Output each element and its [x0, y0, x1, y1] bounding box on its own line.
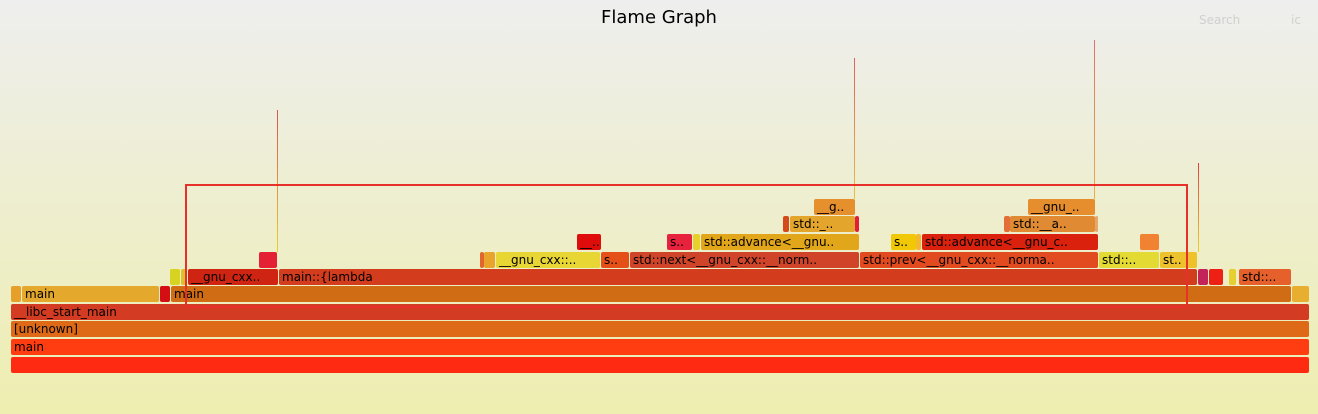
- flame-frame[interactable]: [11, 357, 1309, 373]
- frame-label: main: [174, 287, 204, 301]
- frame-label: std::next<__gnu_cxx::__norm..: [633, 253, 818, 267]
- flame-frame[interactable]: __..: [577, 234, 601, 250]
- flame-frame[interactable]: __gnu_cxx::..: [496, 252, 600, 268]
- frame-label: std::..: [1242, 270, 1277, 284]
- flame-frame[interactable]: [484, 252, 495, 268]
- flame-frame[interactable]: std::__a..: [1010, 216, 1095, 232]
- frame-label: std::_..: [793, 217, 834, 231]
- flame-frame[interactable]: std::..: [1239, 269, 1291, 285]
- frame-label: std::advance<__gnu..: [704, 235, 835, 249]
- frame-label: std::prev<__gnu_cxx::__norma..: [863, 253, 1055, 267]
- frame-label: __g..: [817, 200, 845, 214]
- frame-label: __gnu_cxx..: [191, 270, 261, 284]
- flame-frame[interactable]: [1004, 216, 1010, 232]
- frame-label: __gnu_..: [1031, 200, 1080, 214]
- flame-frame[interactable]: __gnu_..: [1028, 199, 1095, 215]
- flame-frame[interactable]: [181, 269, 187, 285]
- flame-frame[interactable]: [1140, 234, 1159, 250]
- flame-frame[interactable]: std::_..: [790, 216, 855, 232]
- flame-frame[interactable]: [855, 216, 859, 232]
- frame-label: main: [14, 340, 44, 354]
- frame-label: __gnu_cxx::..: [499, 253, 577, 267]
- flame-frame[interactable]: [1229, 269, 1236, 285]
- frame-label: __libc_start_main: [14, 305, 117, 319]
- flame-frame[interactable]: std::advance<__gnu..: [701, 234, 859, 250]
- frame-label: main::{lambda: [282, 270, 373, 284]
- flame-frame[interactable]: [259, 252, 277, 268]
- flame-frame[interactable]: [1198, 269, 1208, 285]
- flame-frame[interactable]: [11, 286, 21, 302]
- flame-frame[interactable]: std::next<__gnu_cxx::__norm..: [630, 252, 859, 268]
- flame-frame[interactable]: [160, 286, 170, 302]
- flame-frame[interactable]: [480, 252, 484, 268]
- flame-frame[interactable]: __g..: [814, 199, 855, 215]
- flame-frame[interactable]: st..: [1160, 252, 1197, 268]
- flame-frame[interactable]: __libc_start_main: [11, 304, 1309, 320]
- flame-spike[interactable]: [277, 110, 278, 252]
- flame-frame[interactable]: s..: [667, 234, 692, 250]
- flame-frame[interactable]: main: [171, 286, 1291, 302]
- flame-frame[interactable]: [170, 269, 180, 285]
- search-button[interactable]: Search: [1199, 13, 1241, 27]
- flame-frame[interactable]: main: [11, 339, 1309, 355]
- flame-frame[interactable]: std::advance<__gnu_c..: [922, 234, 1098, 250]
- flame-spike[interactable]: [854, 58, 855, 199]
- flame-frame[interactable]: [1292, 286, 1309, 302]
- flame-frame[interactable]: main::{lambda: [279, 269, 1197, 285]
- flame-frame[interactable]: __gnu_cxx..: [188, 269, 278, 285]
- page-title: Flame Graph: [601, 7, 717, 28]
- frame-label: std::advance<__gnu_c..: [925, 235, 1068, 249]
- flame-frame[interactable]: [693, 234, 700, 250]
- flame-frame[interactable]: s..: [891, 234, 916, 250]
- frame-label: s..: [894, 235, 908, 249]
- frame-label: __..: [580, 235, 600, 249]
- flame-frame[interactable]: s..: [601, 252, 629, 268]
- flame-frame[interactable]: [916, 234, 921, 250]
- flame-frame[interactable]: main: [22, 286, 159, 302]
- frame-label: st..: [1163, 253, 1182, 267]
- frame-label: std::__a..: [1013, 217, 1067, 231]
- frame-label: main: [25, 287, 55, 301]
- flame-spike[interactable]: [1198, 163, 1199, 252]
- flame-frame[interactable]: [783, 216, 789, 232]
- flame-frame[interactable]: std::prev<__gnu_cxx::__norma..: [860, 252, 1098, 268]
- frame-label: s..: [670, 235, 684, 249]
- flame-frame[interactable]: std::..: [1099, 252, 1159, 268]
- flame-frame[interactable]: [unknown]: [11, 321, 1309, 337]
- ignore-case-toggle[interactable]: ic: [1291, 13, 1301, 27]
- frame-label: s..: [604, 253, 618, 267]
- frame-label: [unknown]: [14, 322, 78, 336]
- frame-label: std::..: [1102, 253, 1137, 267]
- flame-frame[interactable]: [1209, 269, 1223, 285]
- flame-spike[interactable]: [1094, 40, 1095, 199]
- flame-frame[interactable]: [1095, 216, 1098, 232]
